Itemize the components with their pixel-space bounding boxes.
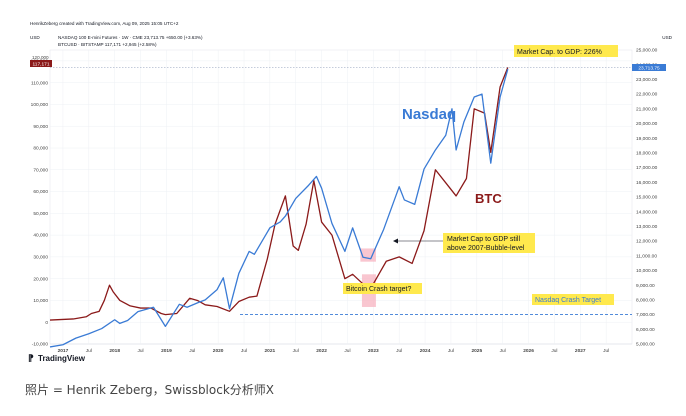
right-unit: USD bbox=[662, 35, 672, 40]
x-tick-label: 2023 bbox=[368, 348, 379, 354]
chart-svg: HenrikZeberg created with TradingView.co… bbox=[28, 21, 673, 363]
left-tick-label: 80,000 bbox=[33, 146, 48, 152]
left-tick-label: 10,000 bbox=[33, 298, 48, 304]
credit-text: HenrikZeberg created with TradingView.co… bbox=[30, 21, 179, 26]
right-tick-label: 11,000.00 bbox=[636, 253, 657, 259]
chart: HenrikZeberg created with TradingView.co… bbox=[28, 21, 673, 363]
right-tick-label: 14,000.00 bbox=[636, 209, 658, 215]
left-tick-label: 70,000 bbox=[33, 167, 48, 173]
x-tick-label: Jul bbox=[241, 348, 247, 354]
x-tick-label: Jul bbox=[137, 348, 143, 354]
nasdaq-crash-box bbox=[532, 294, 614, 305]
nasdaq-price-tag bbox=[632, 64, 666, 71]
right-tick-label: 13,000.00 bbox=[636, 224, 658, 230]
right-tick-label: 15,000.00 bbox=[636, 195, 658, 201]
right-tick-label: 5,000.00 bbox=[636, 342, 655, 348]
nasdaq-legend: NASDAQ 100 E-mini Futures · 1W · CME 23,… bbox=[58, 35, 203, 40]
mcap-gdp-text: Market Cap. to GDP: 226% bbox=[517, 49, 602, 56]
x-tick-label: 2021 bbox=[265, 348, 276, 354]
right-tick-label: 25,000.00 bbox=[636, 48, 658, 54]
x-tick-label: 2025 bbox=[471, 348, 482, 354]
x-axis-ticks: 2017 Jul 2018 Jul 2019 Jul 2020 Jul 2021 Jul 2022 J… bbox=[58, 348, 610, 354]
x-tick-label: 2026 bbox=[523, 348, 534, 354]
left-tick-label: 110,000 bbox=[31, 80, 48, 86]
right-tick-label: 23,000.00 bbox=[636, 77, 658, 83]
nasdaq-highlight-zone bbox=[360, 248, 376, 262]
mcap-gdp-box bbox=[514, 45, 618, 57]
left-unit: USD bbox=[30, 35, 40, 40]
nasdaq-price-label: 23,713.75 bbox=[638, 66, 660, 72]
right-tick-label: 8,000.00 bbox=[636, 298, 655, 304]
right-tick-label: 10,000.00 bbox=[636, 268, 658, 274]
tradingview-logo: ⁋ TradingView bbox=[28, 353, 86, 363]
right-tick-label: 9,000.00 bbox=[636, 283, 655, 289]
x-tick-label: 2017 bbox=[58, 348, 69, 354]
x-tick-label: Jul bbox=[293, 348, 299, 354]
right-tick-label: 16,000.00 bbox=[636, 180, 658, 186]
left-tick-label: 60,000 bbox=[33, 189, 48, 195]
btc-legend: BTCUSD · BITSTAMP 117,171 +2,945 (+2.58%… bbox=[58, 42, 157, 47]
image-caption: 照片 = Henrik Zeberg，Swissblock分析师X bbox=[25, 383, 275, 397]
x-tick-label: 2018 bbox=[109, 348, 120, 354]
left-tick-label: 30,000 bbox=[33, 254, 48, 260]
left-tick-label: 100,000 bbox=[31, 102, 49, 108]
left-tick-label: 40,000 bbox=[33, 233, 48, 239]
right-axis-ticks: 5,000.00 6,000.00 7,000.00 8,000.00 9,000.00… bbox=[636, 48, 658, 348]
tradingview-logo-icon: ⁋ bbox=[28, 353, 34, 363]
left-tick-label: 20,000 bbox=[33, 276, 48, 282]
right-tick-label: 19,000.00 bbox=[636, 136, 658, 142]
right-tick-label: 17,000.00 bbox=[636, 165, 658, 171]
x-tick-label: Jul bbox=[344, 348, 350, 354]
x-tick-label: Jul bbox=[189, 348, 195, 354]
bubble-note-line1: Market Cap to GDP still bbox=[447, 236, 520, 243]
bubble-note-line2: above 2007-Bubble-level bbox=[447, 245, 525, 252]
right-tick-label: 20,000.00 bbox=[636, 121, 658, 127]
right-tick-label: 18,000.00 bbox=[636, 151, 658, 157]
x-tick-label: 2020 bbox=[213, 348, 224, 354]
btc-price-label: 117,171 bbox=[33, 62, 50, 68]
tradingview-logo-text: TradingView bbox=[38, 354, 86, 363]
x-tick-label: Jul bbox=[396, 348, 402, 354]
x-tick-label: Jul bbox=[603, 348, 609, 354]
series-layer bbox=[49, 67, 509, 348]
right-tick-label: 6,000.00 bbox=[636, 327, 655, 333]
left-tick-label: 50,000 bbox=[33, 211, 48, 217]
right-tick-label: 12,000.00 bbox=[636, 239, 658, 245]
x-tick-label: Jul bbox=[86, 348, 92, 354]
right-tick-label: 7,000.00 bbox=[636, 312, 655, 318]
x-tick-label: 2024 bbox=[420, 348, 431, 354]
x-tick-label: Jul bbox=[551, 348, 557, 354]
right-tick-label: 22,000.00 bbox=[636, 92, 658, 98]
bubble-note-arrowhead bbox=[393, 238, 398, 244]
left-axis-ticks: -10,000 0 10,000 20,000 30,000 40,000 50,000 60… bbox=[31, 58, 49, 347]
x-tick-label: 2019 bbox=[161, 348, 172, 354]
btc-crash-box bbox=[343, 283, 422, 294]
x-tick-label: 2027 bbox=[575, 348, 586, 354]
x-tick-label: Jul bbox=[500, 348, 506, 354]
btc-crash-text: Bitcoin Crash target? bbox=[346, 286, 411, 293]
btc-price-tag bbox=[30, 60, 52, 67]
btc-label: BTC bbox=[475, 191, 502, 206]
nasdaq-crash-text: Nasdaq Crash Target bbox=[535, 297, 601, 304]
left-tick-label: -10,000 bbox=[32, 342, 49, 348]
bubble-note-box bbox=[443, 233, 535, 253]
x-tick-label: 2022 bbox=[316, 348, 327, 354]
nasdaq-label: Nasdaq bbox=[402, 106, 456, 123]
right-tick-label: 21,000.00 bbox=[636, 106, 658, 112]
left-tick-label: 90,000 bbox=[33, 124, 48, 130]
series-line-nasdaq bbox=[49, 68, 509, 348]
btc-level-label: 120,000 bbox=[32, 55, 49, 60]
left-tick-label: 0 bbox=[45, 320, 48, 326]
x-tick-label: Jul bbox=[448, 348, 454, 354]
